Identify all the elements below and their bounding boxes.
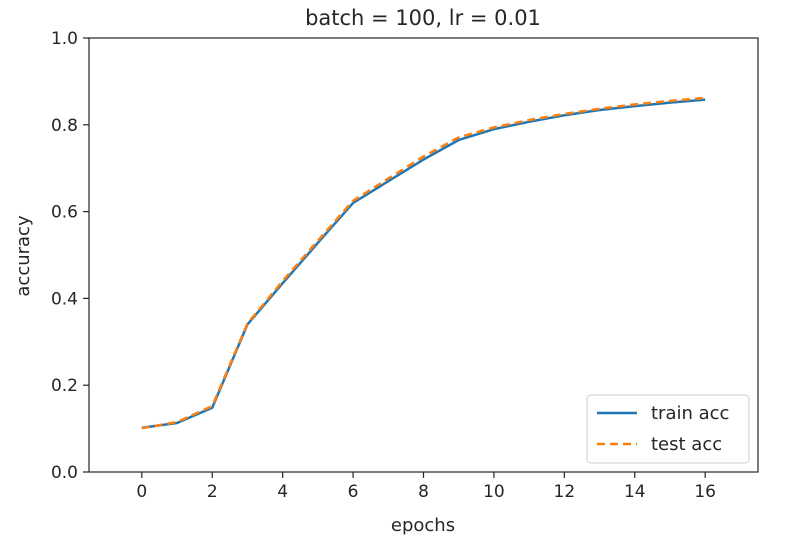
- x-tick-label: 8: [418, 482, 429, 502]
- y-tick-label: 0.2: [51, 376, 78, 396]
- y-axis-label: accuracy: [13, 215, 34, 297]
- legend: train acc test acc: [586, 394, 750, 464]
- x-tick-label: 12: [554, 482, 576, 502]
- x-tick-label: 2: [207, 482, 218, 502]
- y-tick-label: 0.6: [51, 203, 78, 223]
- series-line-test-acc: [141, 96, 706, 430]
- legend-label-train-acc: train acc: [651, 403, 729, 424]
- x-tick-label: 16: [694, 482, 716, 502]
- legend-label-test-acc: test acc: [651, 434, 722, 455]
- chart-title: batch = 100, lr = 0.01: [305, 6, 541, 30]
- series-lines: [141, 96, 706, 430]
- y-tick-label: 0.0: [51, 463, 78, 483]
- y-tick-label: 1.0: [51, 29, 78, 49]
- x-axis-label: epochs: [391, 515, 455, 536]
- x-tick-label: 4: [277, 482, 288, 502]
- y-tick-label: 0.4: [51, 289, 78, 309]
- x-tick-label: 0: [136, 482, 147, 502]
- plot-frame: [88, 37, 759, 473]
- x-tick-label: 10: [483, 482, 505, 502]
- axis-ticks: 0 2 4 6 8 10 12 14 16 0.0 0.2 0.4 0.6 0.8 1.0: [51, 29, 716, 502]
- y-tick-label: 0.8: [51, 116, 78, 136]
- x-tick-label: 6: [348, 482, 359, 502]
- x-tick-label: 14: [624, 482, 646, 502]
